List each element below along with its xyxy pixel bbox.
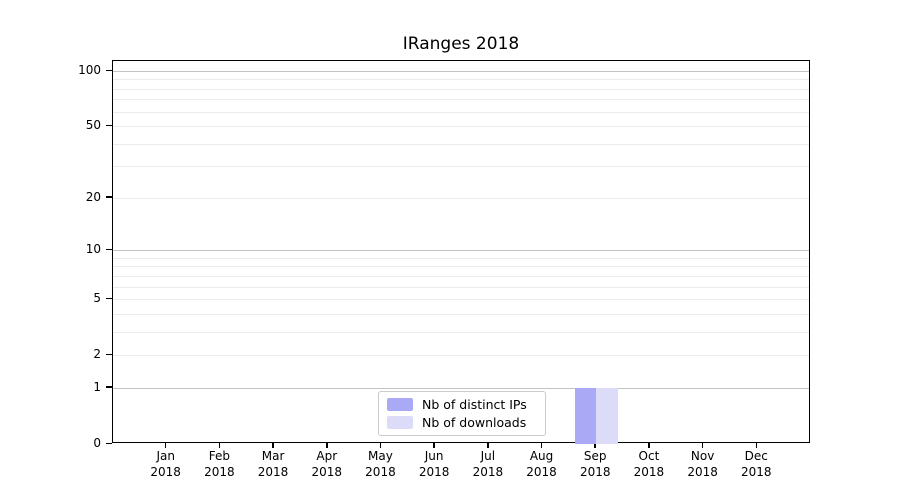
legend: Nb of distinct IPs Nb of downloads (378, 391, 546, 436)
x-tick-month: Mar (261, 449, 285, 463)
gridline-major (113, 250, 809, 252)
x-tick-month: Jul (480, 449, 496, 463)
x-tick-month: Feb (208, 449, 230, 463)
x-tick-year: 2018 (472, 465, 504, 479)
x-tick-month: Jun (424, 449, 444, 463)
gridline-minor (113, 88, 809, 90)
gridline-minor (113, 197, 809, 199)
y-axis-tick (106, 69, 112, 71)
y-tick-label: 0 (93, 436, 101, 450)
gridline-minor (113, 257, 809, 259)
x-tick-year: 2018 (687, 465, 718, 479)
x-tick-year: 2018 (257, 465, 289, 479)
x-tick-label: Aug 2018 (515, 448, 569, 480)
x-axis-tick (326, 443, 328, 448)
legend-label-downloads: Nb of downloads (422, 415, 527, 430)
x-tick-month: Apr (316, 449, 338, 463)
y-axis-tick (106, 386, 112, 388)
x-tick-year: 2018 (579, 465, 611, 479)
plot-area (112, 60, 810, 444)
x-tick-label: Feb 2018 (192, 448, 246, 480)
y-tick-label: 10 (85, 242, 101, 257)
x-axis-tick (487, 443, 489, 448)
x-tick-label: Jan 2018 (139, 448, 193, 480)
gridline-major (113, 71, 809, 72)
bar-distinct-ips (574, 387, 597, 444)
x-tick-year: 2018 (365, 465, 396, 479)
gridline-minor (113, 299, 809, 301)
x-tick-year: 2018 (311, 465, 343, 479)
x-tick-label: May 2018 (353, 448, 407, 480)
x-tick-month: Jan (156, 449, 175, 463)
gridline-minor (113, 313, 809, 315)
y-axis-tick (106, 297, 112, 300)
x-axis-tick (164, 443, 167, 448)
x-tick-label: Nov 2018 (676, 448, 730, 480)
x-axis-tick (379, 443, 382, 448)
x-tick-label: Mar 2018 (246, 448, 300, 480)
x-tick-year: 2018 (633, 465, 665, 479)
x-tick-month: Aug (529, 449, 554, 463)
gridline-major (113, 387, 809, 389)
legend-swatch-distinct-ips (387, 398, 413, 411)
x-axis-tick (594, 443, 596, 448)
x-tick-month: Oct (638, 449, 660, 463)
y-axis-tick (106, 248, 112, 251)
x-tick-label: Sep 2018 (568, 448, 622, 480)
gridline-minor (113, 126, 809, 128)
gridline-minor (113, 286, 809, 288)
x-tick-label: Dec 2018 (729, 448, 783, 480)
x-tick-label: Jul 2018 (461, 448, 515, 480)
x-tick-year: 2018 (418, 465, 450, 479)
gridline-minor (113, 79, 809, 81)
x-axis-tick (272, 443, 274, 448)
x-tick-year: 2018 (741, 465, 772, 479)
y-axis-tick (106, 442, 112, 444)
bar-downloads (596, 387, 618, 444)
x-tick-year: 2018 (204, 465, 235, 479)
gridline-minor (113, 266, 809, 268)
x-tick-label: Oct 2018 (622, 448, 676, 480)
x-tick-label: Apr 2018 (300, 448, 354, 480)
gridline-minor (113, 275, 809, 277)
y-tick-label: 5 (93, 291, 101, 306)
legend-label-distinct-ips: Nb of distinct IPs (422, 397, 527, 412)
x-axis-tick (701, 443, 704, 448)
x-tick-month: May (368, 449, 393, 463)
y-tick-label: 20 (85, 189, 101, 204)
gridline-minor (113, 99, 809, 101)
x-axis-tick (218, 443, 221, 448)
x-tick-month: Dec (744, 449, 768, 463)
gridline-minor (113, 111, 809, 113)
y-tick-label: 1 (93, 379, 101, 394)
legend-swatch-downloads (387, 416, 413, 429)
x-axis-tick (755, 443, 758, 448)
x-tick-label: Jun 2018 (407, 448, 461, 480)
x-tick-year: 2018 (150, 465, 181, 479)
y-axis-tick (106, 353, 112, 356)
x-tick-year: 2018 (526, 465, 557, 479)
gridline-minor (113, 143, 809, 145)
legend-item-downloads: Nb of downloads (387, 415, 537, 430)
x-axis-tick (648, 443, 650, 448)
y-tick-label: 100 (78, 63, 101, 77)
gridline-minor (113, 331, 809, 333)
gridline-minor (113, 355, 809, 357)
legend-item-distinct-ips: Nb of distinct IPs (387, 397, 537, 412)
gridline-minor (113, 166, 809, 168)
y-tick-label: 50 (85, 118, 101, 133)
y-axis-tick (106, 124, 112, 127)
y-tick-label: 2 (93, 347, 101, 362)
x-tick-month: Sep (583, 449, 607, 463)
x-axis-tick (540, 443, 543, 448)
x-tick-month: Nov (690, 449, 715, 463)
chart-title: IRanges 2018 (402, 34, 520, 54)
y-axis-tick (106, 196, 112, 198)
x-axis-tick (433, 443, 435, 448)
